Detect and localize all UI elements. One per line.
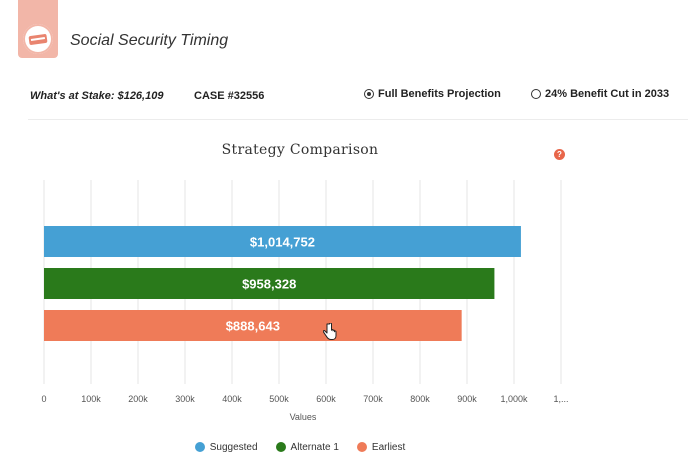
app-logo bbox=[18, 0, 58, 58]
bar-earliest[interactable] bbox=[44, 310, 462, 341]
legend-dot-earliest bbox=[356, 442, 367, 452]
x-tick-label: 400k bbox=[222, 394, 242, 404]
bar-alternate-1[interactable] bbox=[44, 268, 495, 299]
case-number: CASE #32556 bbox=[194, 90, 265, 102]
legend-dot-alternate-1 bbox=[275, 442, 286, 452]
legend-label-alternate-1: Alternate 1 bbox=[290, 441, 339, 453]
radio-selected-icon bbox=[364, 89, 374, 99]
radio-benefit-cut[interactable]: 24% Benefit Cut in 2033 bbox=[531, 88, 669, 100]
x-tick-label: 0 bbox=[41, 394, 46, 404]
strategy-comparison-chart: 0 100k 200k 300k 400k 500k 600k 700k 800k 900k 1,0… bbox=[41, 180, 569, 422]
x-tick-label: 500k bbox=[269, 394, 289, 404]
legend-item-suggested[interactable]: Suggested bbox=[194, 440, 258, 454]
x-tick-label: 200k bbox=[128, 394, 148, 404]
info-bar: What's at Stake: $126,109 CASE #32556 Fu… bbox=[0, 86, 688, 108]
x-tick-label: 700k bbox=[363, 394, 383, 404]
bar-data-label: $888,643 bbox=[226, 319, 280, 334]
bar-data-label: $1,014,752 bbox=[250, 235, 315, 250]
x-axis-title: Values bbox=[290, 412, 317, 422]
card-badge-icon bbox=[23, 24, 53, 54]
divider bbox=[28, 119, 688, 120]
app-title: Social Security Timing bbox=[70, 32, 229, 49]
radio-unselected-icon bbox=[531, 89, 541, 99]
bar-suggested[interactable] bbox=[44, 226, 521, 257]
legend-dot-suggested bbox=[194, 442, 205, 452]
legend-label-suggested: Suggested bbox=[209, 441, 258, 453]
chart-legend: Suggested Alternate 1 Earliest bbox=[0, 440, 600, 454]
radio-benefit-cut-label: 24% Benefit Cut in 2033 bbox=[545, 88, 670, 100]
legend-item-earliest[interactable]: Earliest bbox=[356, 440, 406, 454]
whats-at-stake-label: What's at Stake: $126,109 bbox=[30, 90, 164, 102]
x-tick-label: 300k bbox=[175, 394, 195, 404]
chart-title: Strategy Comparison bbox=[221, 142, 379, 158]
radio-full-benefits[interactable]: Full Benefits Projection bbox=[364, 88, 501, 100]
x-tick-label: 800k bbox=[410, 394, 430, 404]
hand-pointer-icon bbox=[323, 323, 337, 340]
legend-item-alternate-1[interactable]: Alternate 1 bbox=[275, 440, 339, 454]
x-tick-label: 1,000k bbox=[500, 394, 528, 404]
question-icon[interactable]: ? bbox=[554, 149, 565, 160]
legend-label-earliest: Earliest bbox=[371, 441, 406, 453]
x-tick-label: 100k bbox=[81, 394, 101, 404]
radio-full-benefits-label: Full Benefits Projection bbox=[378, 88, 501, 100]
x-tick-label: 900k bbox=[457, 394, 477, 404]
x-tick-label: 1,... bbox=[553, 394, 568, 404]
bar-data-label: $958,328 bbox=[242, 277, 296, 292]
x-tick-label: 600k bbox=[316, 394, 336, 404]
